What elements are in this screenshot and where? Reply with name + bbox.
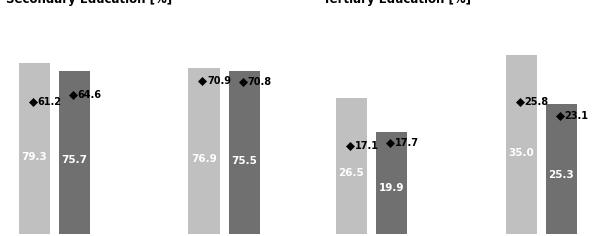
Bar [19,63,50,234]
Bar [229,72,260,234]
Text: 75.5: 75.5 [231,156,257,166]
Bar [59,71,90,234]
Text: 61.2: 61.2 [38,97,61,107]
Text: 25.3: 25.3 [549,170,574,181]
Text: 17.7: 17.7 [394,138,419,148]
Bar [506,55,537,234]
Text: 25.8: 25.8 [525,97,549,107]
Text: Secondary Education [%]: Secondary Education [%] [6,0,172,6]
Text: 75.7: 75.7 [62,156,88,165]
Text: 23.1: 23.1 [564,110,589,121]
Text: 19.9: 19.9 [379,183,404,193]
Text: Tertiary Education [%]: Tertiary Education [%] [323,0,471,6]
Text: 70.8: 70.8 [247,77,272,87]
Text: 64.6: 64.6 [77,90,102,100]
Text: 35.0: 35.0 [508,148,534,158]
Text: 70.9: 70.9 [207,76,231,86]
Bar [336,98,367,234]
Text: 17.1: 17.1 [355,141,379,151]
Text: 79.3: 79.3 [21,152,47,162]
Bar [376,132,407,234]
Text: 76.9: 76.9 [191,154,217,164]
Bar [546,104,577,234]
Bar [188,68,220,234]
Text: 26.5: 26.5 [338,168,364,178]
